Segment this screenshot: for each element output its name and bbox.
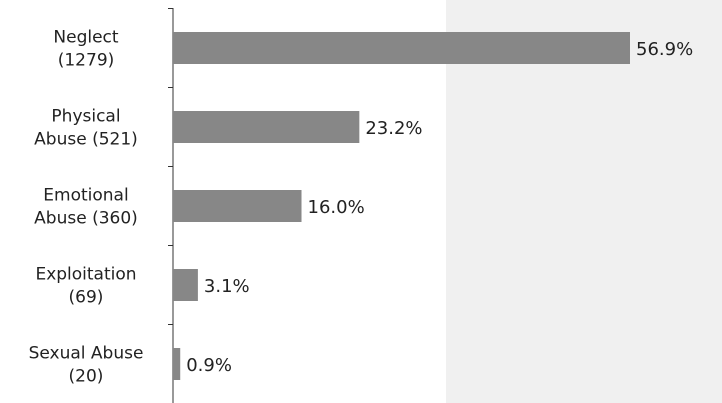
bar bbox=[173, 269, 198, 301]
category-label: Abuse (360) bbox=[34, 209, 138, 229]
value-label: 56.9% bbox=[636, 39, 693, 60]
bar bbox=[173, 348, 181, 380]
category-label: Physical bbox=[51, 107, 120, 127]
shaded-region bbox=[446, 0, 722, 403]
y-axis-ticks bbox=[168, 8, 173, 325]
category-label: (20) bbox=[69, 367, 104, 387]
category-label: Sexual Abuse bbox=[29, 344, 144, 364]
category-label: Neglect bbox=[53, 28, 118, 48]
value-label: 16.0% bbox=[308, 197, 365, 218]
bar bbox=[173, 190, 302, 222]
category-labels-group: Neglect (1279) Physical Abuse (521) Emotiona… bbox=[29, 28, 144, 387]
bars-group bbox=[173, 32, 630, 380]
category-label: (69) bbox=[69, 288, 104, 308]
category-label: Abuse (521) bbox=[34, 130, 138, 150]
value-label: 23.2% bbox=[365, 118, 422, 139]
bar bbox=[173, 111, 360, 143]
category-label: Emotional bbox=[43, 186, 128, 206]
bar bbox=[173, 32, 630, 64]
value-label: 0.9% bbox=[186, 355, 232, 376]
category-label: Exploitation bbox=[35, 265, 136, 285]
category-label: (1279) bbox=[58, 51, 115, 71]
value-labels-group: 56.9% 23.2% 16.0% 3.1% 0.9% bbox=[186, 39, 693, 376]
value-label: 3.1% bbox=[204, 276, 250, 297]
